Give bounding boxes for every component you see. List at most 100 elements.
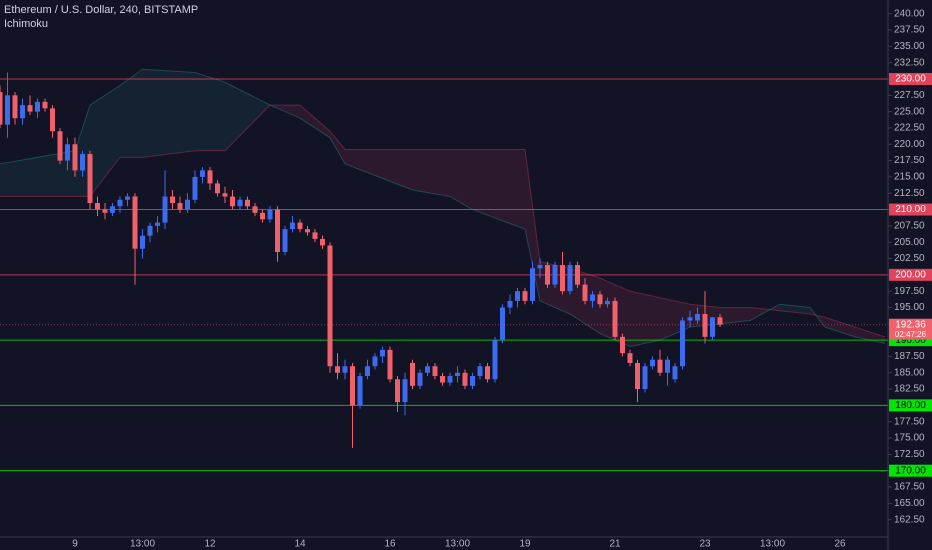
- candle-body: [5, 95, 10, 125]
- y-tick-label: 217.50: [894, 155, 925, 166]
- candle-body: [320, 238, 325, 246]
- cloud-segment: [720, 307, 750, 324]
- candle-body: [12, 95, 18, 119]
- x-tick-label: 13:00: [130, 539, 155, 550]
- last-price-label: 192.36: [895, 319, 926, 330]
- candle-body: [185, 199, 190, 210]
- candle-body: [605, 300, 610, 305]
- candle-body: [432, 366, 438, 377]
- candle-body: [365, 366, 370, 377]
- candle-body: [357, 376, 363, 406]
- candle-body: [335, 366, 340, 373]
- candle-body: [95, 203, 100, 210]
- candle-body: [327, 245, 333, 367]
- candle-body: [200, 170, 205, 177]
- x-tick-label: 26: [834, 539, 846, 550]
- candle-body: [267, 209, 273, 220]
- y-tick-label: 177.50: [894, 416, 925, 427]
- plot-area: [0, 68, 888, 472]
- candle-body: [717, 317, 723, 325]
- cloud-segment: [780, 304, 810, 315]
- x-tick-label: 13:00: [445, 539, 470, 550]
- candle-body: [230, 196, 235, 207]
- y-tick-label: 235.00: [894, 41, 925, 52]
- candle-body: [245, 199, 250, 207]
- candle-body: [117, 199, 123, 207]
- level-label-bg: [889, 72, 932, 85]
- candle-body: [155, 222, 160, 226]
- candle-body: [350, 366, 355, 406]
- level-label-bg: [889, 464, 932, 477]
- candle-body: [57, 131, 63, 161]
- cloud-segment: [195, 72, 225, 151]
- level-label-bg: [889, 399, 932, 412]
- cloud-segment: [300, 105, 330, 138]
- candle-body: [192, 176, 198, 200]
- candle-body: [702, 314, 708, 337]
- candle-body: [680, 320, 685, 367]
- candle-body: [545, 265, 550, 285]
- y-tick-label: 222.50: [894, 123, 925, 134]
- candle-body: [687, 317, 693, 321]
- candle-body: [380, 349, 385, 357]
- y-tick-label: 202.50: [894, 253, 925, 264]
- x-tick-label: 12: [204, 539, 216, 550]
- candle-body: [537, 265, 543, 269]
- candle-body: [462, 372, 468, 386]
- cloud-segment: [412, 149, 450, 197]
- candle-body: [402, 379, 408, 403]
- y-tick-label: 167.50: [894, 482, 925, 493]
- candle-body: [147, 225, 153, 236]
- level-label: 170.00: [895, 465, 926, 476]
- cloud-segment: [142, 69, 195, 158]
- y-tick-label: 205.00: [894, 237, 925, 248]
- x-tick-label: 13:00: [760, 539, 785, 550]
- candle-body: [342, 366, 348, 373]
- candle-body: [635, 362, 640, 390]
- y-tick-label: 195.00: [894, 302, 925, 313]
- candle-body: [177, 203, 183, 210]
- cloud-segment: [450, 149, 473, 210]
- y-tick-label: 175.00: [894, 433, 925, 444]
- candle-body: [87, 154, 93, 204]
- y-tick-label: 212.50: [894, 188, 925, 199]
- candle-body: [695, 314, 700, 321]
- candle-body: [35, 101, 40, 112]
- y-tick-label: 232.50: [894, 57, 925, 68]
- candle-body: [575, 265, 580, 285]
- candle-body: [627, 353, 633, 363]
- candle-body: [140, 235, 145, 249]
- level-label: 210.00: [895, 204, 926, 215]
- cloud-segment: [0, 150, 75, 197]
- candle-body: [27, 105, 33, 112]
- last-price-label-bg: [889, 318, 932, 340]
- y-tick-label: 172.50: [894, 449, 925, 460]
- y-tick-label: 227.50: [894, 90, 925, 101]
- level-label: 200.00: [895, 269, 926, 280]
- candle-body: [0, 92, 3, 125]
- cloud-segment: [90, 85, 120, 197]
- candle-body: [522, 291, 528, 301]
- candle-body: [552, 265, 558, 285]
- candle-body: [290, 222, 295, 230]
- candle-body: [477, 366, 483, 377]
- level-label-bg: [889, 203, 932, 216]
- x-tick-label: 9: [72, 539, 78, 550]
- candle-body: [470, 376, 475, 386]
- candle-body: [485, 366, 490, 380]
- candle-body: [65, 144, 70, 161]
- y-tick-label: 237.50: [894, 25, 925, 36]
- cloud-segment: [270, 105, 300, 119]
- candle-body: [312, 232, 318, 239]
- candle-body: [80, 154, 85, 171]
- candle-body: [125, 196, 130, 200]
- level-label: 190.00: [895, 335, 926, 346]
- x-tick-label: 23: [699, 539, 711, 550]
- level-label: 230.00: [895, 74, 926, 85]
- candle-body: [567, 265, 573, 292]
- candle-body: [305, 229, 310, 233]
- candle-body: [170, 196, 175, 204]
- candle-body: [710, 317, 715, 337]
- cloud-segment: [330, 131, 345, 164]
- level-label: 180.00: [895, 400, 926, 411]
